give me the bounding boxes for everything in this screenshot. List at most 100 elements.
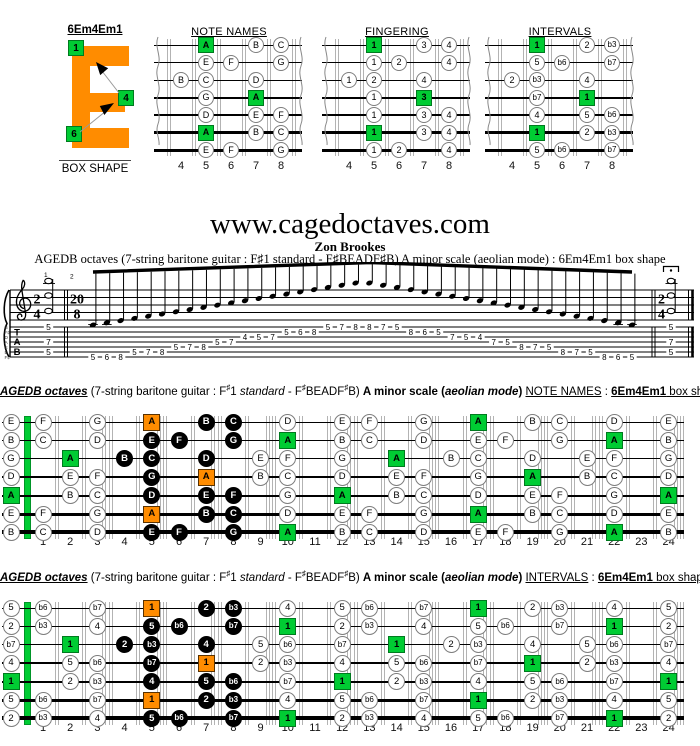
svg-text:5: 5: [91, 353, 96, 362]
header-segment: ♯: [301, 569, 306, 579]
big-chart-header: AGEDB octaves (7-string baritone guitar …: [0, 569, 700, 584]
e-shape-segment: [88, 128, 129, 148]
svg-text:7: 7: [146, 348, 151, 357]
header-segment: standard: [239, 572, 285, 584]
header-segment: A minor scale (: [362, 386, 445, 398]
note-dot: b7: [415, 691, 433, 709]
note-dot: 5: [469, 617, 487, 635]
note-dot: B: [2, 523, 20, 541]
note-dot: D: [197, 450, 215, 468]
note-dot: D: [2, 468, 20, 486]
note-dot: 2: [333, 709, 351, 727]
note-dot: 5: [333, 691, 351, 709]
note-dot: 4: [143, 673, 161, 691]
note-dot: 5: [388, 654, 406, 672]
header-segment: ♯: [226, 569, 231, 579]
note-dot: E: [578, 450, 596, 468]
fret-number: 14: [390, 722, 403, 734]
note-dot: b3: [279, 654, 297, 672]
note-dot: b6: [551, 673, 569, 691]
note-dot: 2: [333, 617, 351, 635]
header-segment: ): [518, 386, 526, 398]
svg-text:8: 8: [201, 343, 206, 352]
fret-number: 2: [67, 536, 74, 548]
note-dot: G: [88, 505, 106, 523]
note-dot: E: [660, 413, 678, 431]
note-dot: 4: [579, 72, 595, 88]
note-dot: G: [551, 523, 569, 541]
note-dot: 4: [88, 617, 106, 635]
svg-text:5: 5: [326, 323, 331, 332]
note-dot: b3: [224, 599, 242, 617]
note-dot: b6: [604, 107, 620, 123]
note-dot: b6: [360, 691, 378, 709]
big-fretboard-intervals: AGEDB octaves (7-string baritone guitar …: [0, 569, 700, 744]
string-line: [154, 96, 302, 99]
note-dot: b7: [224, 709, 242, 727]
note-dot: B: [578, 468, 596, 486]
svg-text:7: 7: [229, 338, 234, 347]
note-dot: 5: [469, 709, 487, 727]
box-marker-6: 6: [66, 126, 82, 142]
fret-number: 3: [94, 536, 101, 548]
fret-number: 2: [67, 722, 74, 734]
note-dot: D: [660, 468, 678, 486]
note-dot: F: [170, 523, 188, 541]
note-dot: 1: [197, 654, 215, 672]
note-dot: 2: [504, 72, 520, 88]
note-dot: A: [198, 37, 214, 53]
note-dot: 1: [366, 37, 382, 53]
note-dot: C: [198, 72, 214, 88]
fret-number: 5: [202, 160, 210, 172]
note-dot: b7: [551, 709, 569, 727]
note-dot: E: [198, 142, 214, 158]
svg-text:8: 8: [367, 323, 372, 332]
note-dot: B: [524, 413, 542, 431]
svg-text:5: 5: [464, 333, 469, 342]
fret-number: 21: [580, 722, 594, 734]
note-dot: 4: [416, 72, 432, 88]
note-dot: b3: [360, 709, 378, 727]
header-segment: aeolian mode: [444, 386, 519, 398]
note-dot: F: [223, 142, 239, 158]
note-dot: C: [273, 37, 289, 53]
note-dot: 4: [441, 107, 457, 123]
e-shape-segment: [88, 46, 129, 66]
note-dot: 1: [366, 142, 382, 158]
note-dot: 2: [61, 673, 79, 691]
note-dot: b6: [88, 654, 106, 672]
svg-text:5: 5: [132, 348, 137, 357]
header-segment: A minor scale (: [362, 572, 445, 584]
note-dot: C: [551, 505, 569, 523]
note-dot: D: [605, 505, 623, 523]
note-dot: b6: [554, 142, 570, 158]
note-dot: C: [143, 450, 161, 468]
svg-text:2: 2: [658, 293, 665, 308]
note-dot: 1: [2, 673, 20, 691]
note-dot: B: [442, 450, 460, 468]
string-line: [485, 131, 633, 134]
note-dot: 1: [660, 673, 678, 691]
svg-text:5: 5: [436, 328, 441, 337]
note-dot: 1: [469, 691, 487, 709]
note-dot: B: [333, 523, 351, 541]
fret-number: 16: [444, 536, 458, 548]
svg-text:7: 7: [492, 338, 497, 347]
fret-number: 6: [175, 536, 183, 548]
small-chart-title: INTERVALS: [528, 26, 592, 38]
note-dot: 4: [605, 599, 623, 617]
svg-text:8: 8: [409, 328, 414, 337]
note-dot: G: [224, 523, 242, 541]
note-dot: G: [415, 505, 433, 523]
note-dot: 1: [388, 636, 406, 654]
header-segment: ): [518, 572, 526, 584]
note-dot: b7: [333, 636, 351, 654]
note-dot: F: [360, 505, 378, 523]
note-dot: F: [360, 413, 378, 431]
note-dot: 3: [416, 124, 432, 141]
note-dot: 5: [529, 142, 545, 158]
note-dot: 5: [197, 673, 215, 691]
note-dot: 5: [660, 691, 678, 709]
note-dot: 3: [416, 37, 432, 53]
note-dot: E: [333, 505, 351, 523]
